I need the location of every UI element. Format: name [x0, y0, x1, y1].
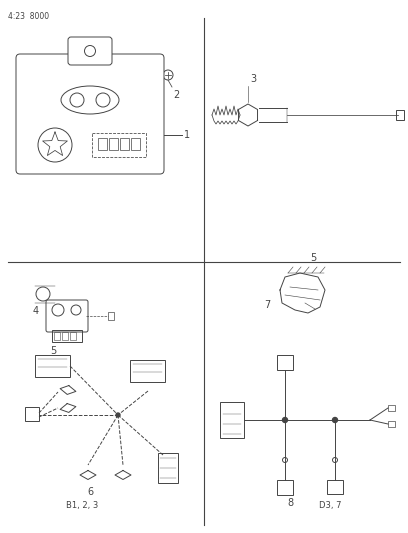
Text: 4: 4: [33, 306, 39, 316]
Bar: [54, 332, 60, 340]
Circle shape: [70, 93, 84, 107]
Bar: [52, 330, 82, 342]
Bar: [131, 138, 140, 150]
FancyBboxPatch shape: [68, 37, 112, 65]
Bar: [92, 133, 146, 157]
Text: 5: 5: [310, 253, 316, 263]
Bar: [25, 407, 39, 421]
Bar: [109, 138, 118, 150]
Text: B1, 2, 3: B1, 2, 3: [66, 501, 98, 510]
Bar: [388, 421, 395, 427]
Bar: [277, 480, 293, 495]
Text: 7: 7: [264, 300, 270, 310]
Text: D3, 7: D3, 7: [319, 501, 341, 510]
FancyBboxPatch shape: [16, 54, 164, 174]
Ellipse shape: [61, 86, 119, 114]
Bar: [277, 355, 293, 370]
Bar: [220, 402, 244, 438]
Bar: [62, 332, 68, 340]
FancyBboxPatch shape: [46, 300, 88, 332]
Text: 3: 3: [250, 74, 256, 84]
Text: 2: 2: [173, 90, 179, 100]
Text: 5: 5: [50, 346, 56, 356]
Bar: [327, 480, 343, 494]
Circle shape: [282, 417, 288, 423]
Text: 1: 1: [184, 130, 190, 140]
Circle shape: [84, 45, 95, 56]
Bar: [108, 312, 114, 320]
Circle shape: [96, 93, 110, 107]
Bar: [396, 110, 404, 120]
Bar: [388, 405, 395, 411]
Circle shape: [116, 413, 120, 417]
Text: 6: 6: [87, 487, 93, 497]
Bar: [35, 355, 70, 377]
Text: 8: 8: [287, 498, 293, 508]
Circle shape: [333, 417, 337, 423]
Bar: [158, 453, 178, 483]
Bar: [120, 138, 129, 150]
Bar: [70, 332, 76, 340]
Bar: [130, 360, 165, 382]
Bar: [98, 138, 107, 150]
Text: 4:23  8000: 4:23 8000: [8, 12, 49, 21]
